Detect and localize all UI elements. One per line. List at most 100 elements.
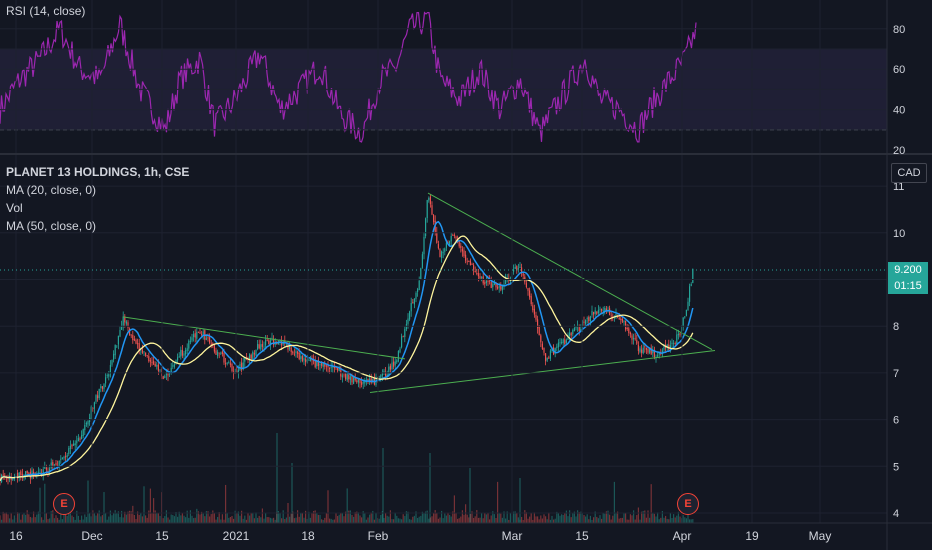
volume-bar (90, 516, 92, 523)
volume-bar (234, 510, 236, 523)
candle-body (66, 455, 68, 458)
volume-bar (348, 510, 350, 523)
volume-bar (585, 516, 587, 523)
currency-badge[interactable]: CAD (891, 163, 927, 183)
volume-bar (666, 518, 668, 523)
candle-body (418, 280, 420, 291)
candle-body (658, 352, 660, 355)
volume-bar (548, 512, 550, 523)
candle-body (436, 232, 438, 243)
volume-bar (565, 510, 567, 523)
candle-body (501, 286, 503, 291)
volume-bar (202, 513, 204, 523)
volume-bar (493, 514, 495, 523)
candle-body (489, 280, 491, 282)
volume-bar (629, 514, 631, 523)
volume-bar (357, 512, 359, 523)
candle-body (361, 382, 363, 385)
rsi-pane[interactable] (0, 11, 887, 143)
candle-body (389, 365, 391, 370)
volume-bar (317, 514, 319, 523)
volume-bar (417, 517, 419, 523)
volume-bar (396, 515, 398, 523)
rsi-line (0, 11, 697, 143)
volume-bar (569, 510, 571, 523)
candle-body (540, 335, 542, 343)
volume-bar (692, 519, 694, 523)
ma50-line (0, 235, 694, 482)
price-legend-title[interactable]: PLANET 13 HOLDINGS, 1h, CSE (6, 165, 190, 179)
legend-ma20[interactable]: MA (20, close, 0) (6, 183, 97, 197)
volume-bar (300, 513, 302, 523)
volume-bar (650, 484, 652, 523)
candle-body (337, 367, 339, 371)
volume-bar (37, 511, 39, 523)
candle-body (103, 384, 105, 389)
legend-ma50[interactable]: MA (50, close, 0) (6, 219, 97, 233)
volume-bar (284, 519, 286, 523)
volume-bar (479, 517, 481, 523)
candle-body (417, 289, 419, 292)
volume-bar (524, 510, 526, 523)
volume-bar (519, 519, 521, 523)
volume-bar (345, 511, 347, 523)
candle-body (500, 284, 502, 290)
volume-bar (409, 519, 411, 523)
candle-body (293, 353, 295, 355)
volume-bar (132, 505, 134, 523)
volume-bar (497, 481, 499, 523)
candle-body (674, 343, 676, 344)
volume-bar (690, 519, 692, 523)
volume-bar (402, 514, 404, 523)
candle-body (465, 254, 467, 261)
candle-body (226, 362, 228, 364)
volume-bar (82, 519, 84, 523)
candle-body (87, 420, 89, 425)
volume-bar (415, 511, 417, 523)
volume-bar (445, 515, 447, 523)
volume-bar (101, 515, 103, 523)
volume-bar (180, 515, 182, 523)
volume-bar (610, 519, 612, 523)
candle-body (605, 308, 607, 312)
volume-bar (393, 519, 395, 523)
candle-body (620, 318, 622, 320)
volume-bar (505, 518, 507, 523)
candle-body (610, 315, 612, 317)
candle-body (367, 378, 369, 381)
candle-body (353, 376, 355, 384)
volume-bar (546, 519, 548, 523)
candle-body (637, 344, 639, 351)
volume-bar (441, 510, 443, 523)
volume-bar (401, 519, 403, 523)
candle-body (402, 336, 404, 338)
volume-bar (361, 517, 363, 523)
candle-body (431, 205, 433, 215)
volume-bar (687, 511, 689, 523)
volume-bar (685, 518, 687, 523)
time-axis-tick: Feb (368, 529, 389, 543)
volume-bar (591, 519, 593, 523)
volume-bar (247, 512, 249, 523)
volume-bar (449, 514, 451, 523)
candle-body (156, 365, 158, 367)
candle-body (393, 361, 395, 367)
candle-body (442, 252, 444, 254)
candle-body (258, 344, 260, 349)
volume-bar (276, 433, 278, 523)
legend-vol[interactable]: Vol (6, 201, 23, 215)
volume-bar (285, 517, 287, 523)
candle-body (532, 305, 534, 311)
volume-bar (58, 519, 60, 523)
earnings-event-2[interactable]: E (677, 493, 699, 515)
trendlines[interactable] (122, 192, 716, 394)
earnings-event-1[interactable]: E (53, 493, 75, 515)
candle-body (268, 340, 270, 345)
rsi-legend[interactable]: RSI (14, close) (6, 4, 86, 18)
candle-body (319, 363, 321, 366)
candle-body (463, 250, 465, 257)
candle-body (634, 338, 636, 340)
volume-bar (338, 514, 340, 523)
volume-bar (391, 519, 393, 523)
